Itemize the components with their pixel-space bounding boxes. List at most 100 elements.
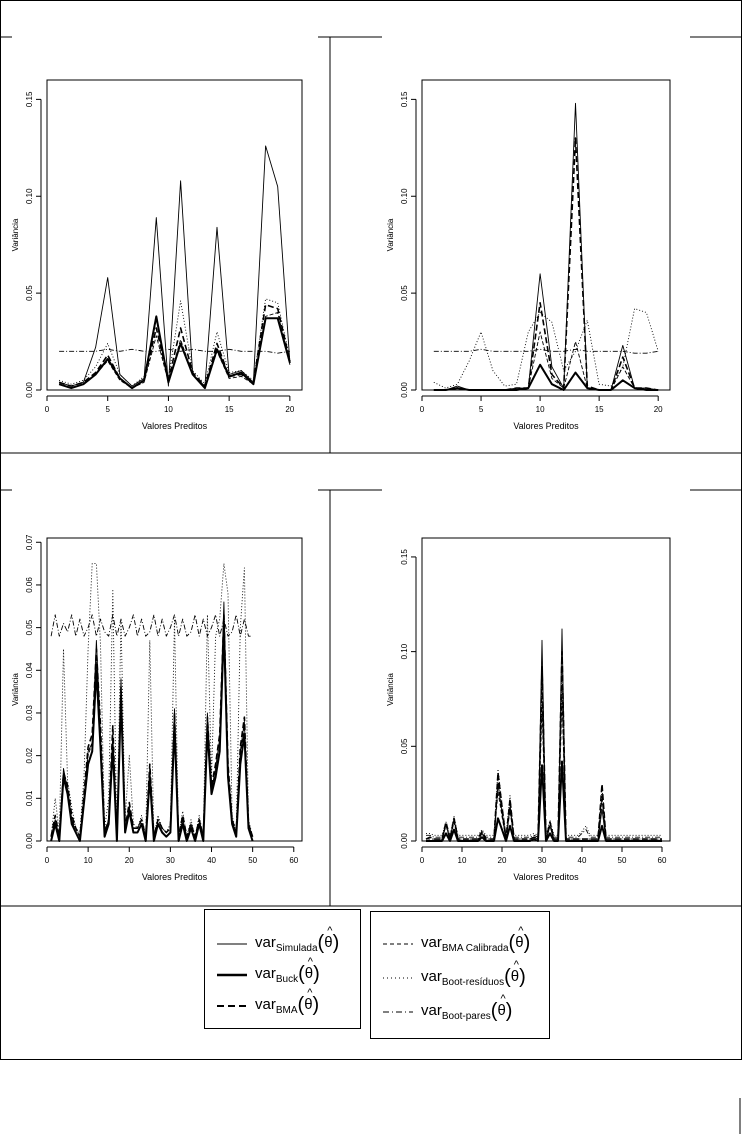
legend-theta: θ [510, 968, 520, 985]
series-line-buck [433, 363, 659, 391]
y-axis: 0.00 0.05 0.10 0.15 Variância [386, 549, 417, 849]
y-axis-label: Variância [11, 218, 20, 251]
series-line-boot-res-duos [50, 563, 254, 838]
y-tick-label: 0.07 [25, 534, 34, 550]
x-tick-label: 20 [285, 405, 294, 414]
x-tick-label: 0 [420, 405, 425, 414]
x-tick-label: 60 [658, 856, 667, 865]
legend-entry-label: varBMA Calibrada(^ θ) [421, 925, 531, 955]
legend-theta-hat: ^ θ [515, 925, 524, 951]
legend-theta: θ [304, 965, 314, 982]
legend-var-prefix: var [255, 996, 276, 1013]
legend-line-sample [217, 973, 247, 976]
legend-theta: θ [515, 934, 524, 951]
series-line-boot-pares [433, 348, 659, 354]
x-axis-label: Valores Preditos [513, 872, 579, 882]
legend-var-prefix: var [255, 934, 276, 951]
legend-theta-hat: ^ θ [304, 987, 313, 1013]
series-line-boot-pares [426, 685, 662, 838]
legend-theta-hat: ^ θ [510, 959, 520, 985]
y-axis-label: Variância [11, 673, 20, 706]
legend-paren-close: ) [312, 994, 320, 1016]
series-line-simulada [433, 102, 659, 391]
plots-layer: 0 5 10 15 20 Valores Preditos 0.00 0.05 0.10 0.15… [11, 79, 671, 882]
legend-var-prefix: var [421, 1002, 442, 1019]
y-tick-label: 0.15 [25, 91, 34, 107]
legend-entry: varBMA Calibrada(^ θ) [381, 925, 531, 955]
plot-box [421, 537, 671, 842]
x-axis-label: Valores Preditos [513, 421, 579, 431]
y-axis-label: Variância [386, 218, 395, 251]
legend-paren-open: ( [298, 963, 305, 985]
legend-entry-label: varBoot-resíduos(^ θ) [421, 959, 526, 989]
legend-subscript: Simulada [275, 943, 318, 954]
legend-entry: varSimulada(^ θ) [215, 925, 340, 955]
legend-paren-open: ( [504, 966, 511, 988]
series-line-bma [58, 303, 291, 389]
chart-panel-top-left: 0 5 10 15 20 Valores Preditos 0.00 0.05 0.10 0.15… [11, 79, 303, 431]
x-tick-label: 30 [166, 856, 175, 865]
chart-panel-bottom-right: 0 10 20 30 40 50 60 Valores Preditos 0.00 0.05 0.1… [386, 537, 671, 882]
legend-line-sample [217, 1004, 247, 1007]
x-axis: 0 5 10 15 20 Valores Preditos [420, 395, 663, 431]
y-tick-label: 0.15 [400, 91, 409, 107]
legend-subscript: Boot-pares [441, 1011, 491, 1022]
legend-subscript: Boot-resíduos [441, 977, 505, 988]
y-tick-label: 0.05 [25, 285, 34, 301]
x-tick-label: 5 [479, 405, 484, 414]
y-tick-label: 0.04 [25, 662, 34, 678]
series-line-boot-pares [50, 614, 253, 637]
legend-theta: θ [324, 934, 333, 951]
legend-entry: varBoot-pares(^ θ) [381, 993, 512, 1023]
x-axis: 0 5 10 15 20 Valores Preditos [45, 395, 295, 431]
x-tick-label: 0 [45, 856, 50, 865]
legend-entry-label: varBuck(^ θ) [255, 956, 320, 986]
y-tick-label: 0.02 [25, 747, 34, 763]
series-line-boot-pares [59, 348, 290, 354]
legend-paren-open: ( [317, 932, 325, 954]
legend-paren-close: ) [332, 932, 340, 954]
legend-line-sample [217, 943, 247, 944]
legend-paren-open: ( [297, 994, 305, 1016]
legend-hat: ^ [513, 959, 519, 971]
legend-entry: varBoot-resíduos(^ θ) [381, 959, 526, 989]
x-tick-label: 15 [595, 405, 604, 414]
legend-var-prefix: var [255, 965, 276, 982]
x-tick-label: 0 [45, 405, 50, 414]
y-tick-label: 0.06 [25, 577, 34, 593]
legend-theta: θ [497, 1002, 506, 1019]
legend-hat: ^ [500, 993, 506, 1005]
x-tick-label: 20 [498, 856, 507, 865]
series-line-buck [426, 760, 662, 842]
legend-theta-hat: ^ θ [324, 925, 333, 951]
legend-entry: varBuck(^ θ) [215, 956, 320, 986]
series-line-simulada [58, 145, 291, 387]
x-tick-label: 50 [618, 856, 627, 865]
legend-paren-close: ) [523, 932, 531, 954]
x-tick-label: 10 [536, 405, 545, 414]
x-tick-label: 15 [225, 405, 234, 414]
x-tick-label: 0 [420, 856, 425, 865]
legend-subscript: BMA [275, 1005, 298, 1016]
y-tick-label: 0.10 [25, 188, 34, 204]
legend-theta-hat: ^ θ [497, 993, 506, 1019]
figure-frame [0, 0, 742, 1060]
y-tick-label: 0.10 [400, 643, 409, 659]
y-axis: 0.00 0.05 0.10 0.15 Variância [386, 91, 417, 398]
legend-hat: ^ [327, 925, 333, 937]
series-line-bma-calibrada [50, 627, 254, 838]
legend-entry-label: varSimulada(^ θ) [255, 925, 340, 955]
x-tick-label: 50 [248, 856, 257, 865]
y-tick-label: 0.03 [25, 705, 34, 721]
legend-hat: ^ [518, 925, 524, 937]
y-tick-label: 0.01 [25, 790, 34, 806]
legend-entry-label: varBMA(^ θ) [255, 987, 320, 1017]
series-line-bma-calibrada [58, 312, 291, 389]
legend-left: varSimulada(^ θ) varBuck(^ θ) varBMA(^ θ) [204, 909, 361, 1029]
x-tick-label: 20 [654, 405, 663, 414]
legend-theta-hat: ^ θ [304, 956, 314, 982]
y-axis-label: Variância [386, 673, 395, 706]
legend-theta: θ [304, 996, 313, 1013]
